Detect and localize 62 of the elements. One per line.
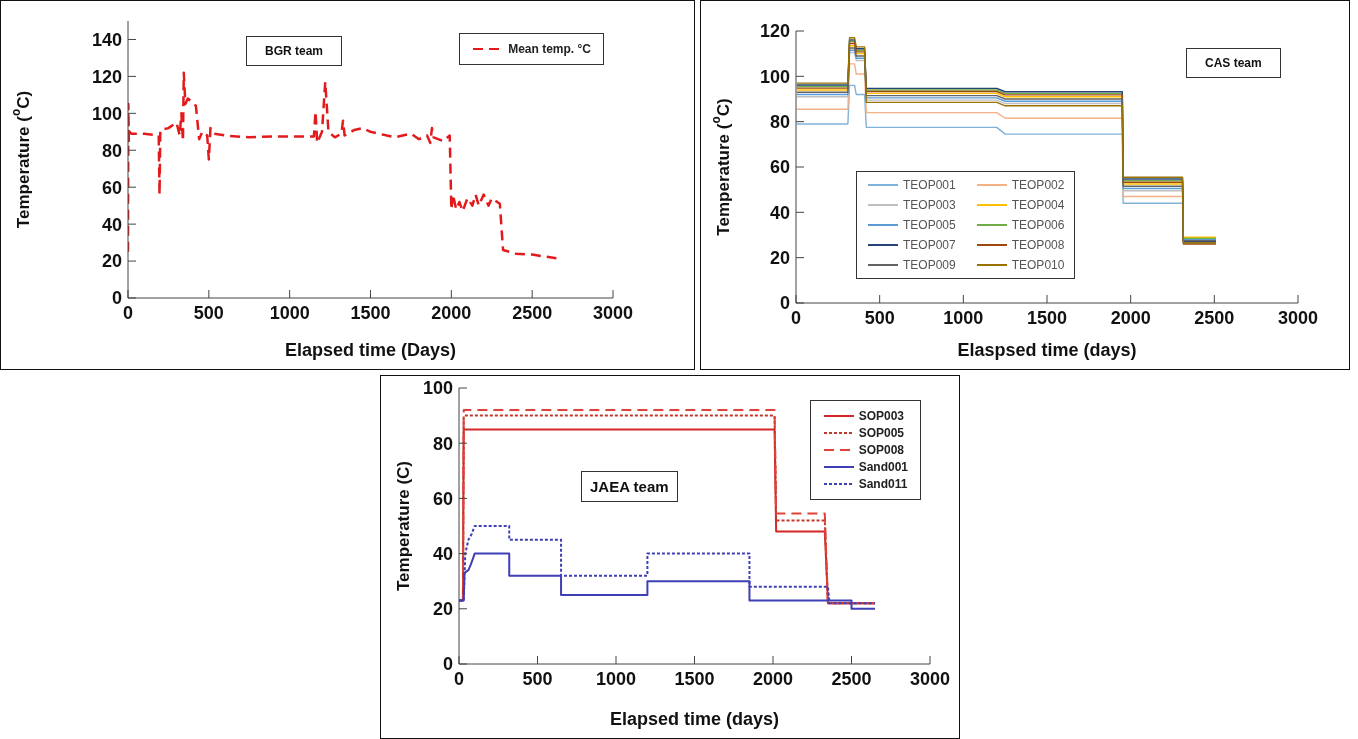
y-tick-label: 140 [91, 29, 122, 50]
y-tick-label: 0 [111, 288, 122, 309]
legend-label: TEOP005 [903, 218, 956, 232]
line-series [128, 71, 558, 260]
x-tick-label: 1500 [674, 668, 715, 689]
y-tick-label: 100 [759, 66, 790, 87]
legend-label: TEOP003 [903, 198, 956, 212]
y-tick-label: 60 [769, 157, 790, 178]
x-tick-label: 2000 [1110, 307, 1151, 328]
legend-label: SOP003 [858, 409, 905, 423]
x-tick-label: 3000 [909, 668, 951, 689]
x-tick-label: 500 [864, 307, 895, 328]
y-tick-label: 100 [91, 103, 122, 124]
legend-label: TEOP008 [1011, 238, 1065, 252]
y-tick-label: 100 [422, 378, 453, 399]
x-axis-title: Elaspsed time (days) [957, 340, 1137, 360]
y-tick-label: 80 [432, 433, 453, 454]
legend-label: TEOP007 [903, 238, 956, 252]
x-tick-label: 2500 [1194, 307, 1235, 328]
legend-label: TEOP004 [1011, 198, 1065, 212]
legend-label: Sand001 [858, 460, 908, 474]
x-tick-label: 2500 [831, 668, 872, 689]
x-tick-label: 2500 [512, 302, 553, 323]
y-tick-label: 20 [432, 599, 453, 620]
y-tick-label: 80 [101, 140, 122, 161]
legend-label: TEOP001 [903, 178, 956, 192]
y-tick-label: 40 [432, 543, 453, 564]
legend-label: TEOP002 [1011, 178, 1065, 192]
legend-label: TEOP009 [903, 258, 956, 272]
y-tick-label: 40 [101, 214, 122, 235]
legend-label: Sand011 [858, 477, 908, 491]
y-axis-title: Temperature (C) [393, 460, 413, 592]
annotation: BGR team [246, 36, 343, 66]
legend-label: TEOP010 [1011, 258, 1065, 272]
legend-label: SOP008 [858, 443, 905, 457]
x-tick-label: 1500 [350, 302, 391, 323]
x-tick-label: 2000 [752, 668, 794, 689]
annotation: CAS team [1186, 48, 1281, 78]
y-tick-label: 60 [432, 488, 453, 509]
legend-label: Mean temp. °C [508, 42, 591, 56]
y-tick-label: 0 [442, 654, 453, 675]
x-tick-label: 3000 [1277, 307, 1319, 328]
x-tick-label: 1000 [595, 668, 637, 689]
x-tick-label: 1500 [1026, 307, 1068, 328]
x-tick-label: 3000 [592, 302, 634, 323]
x-tick-label: 500 [193, 302, 224, 323]
annotation: JAEA team [581, 471, 678, 502]
x-tick-label: 1000 [943, 307, 984, 328]
legend-label: TEOP006 [1011, 218, 1065, 232]
legend-label: SOP005 [858, 426, 905, 440]
y-tick-label: 120 [759, 21, 790, 42]
y-tick-label: 120 [91, 66, 122, 87]
y-tick-label: 40 [769, 202, 790, 223]
y-tick-label: 20 [769, 248, 790, 269]
x-axis-title: Elapsed time (days) [609, 709, 780, 729]
y-tick-label: 20 [101, 251, 122, 272]
x-tick-label: 2000 [431, 302, 472, 323]
x-axis-title: Elapsed time (Days) [284, 340, 457, 360]
x-tick-label: 500 [522, 668, 553, 689]
y-tick-label: 80 [769, 112, 790, 133]
y-tick-label: 60 [101, 177, 122, 198]
x-tick-label: 1000 [269, 302, 310, 323]
